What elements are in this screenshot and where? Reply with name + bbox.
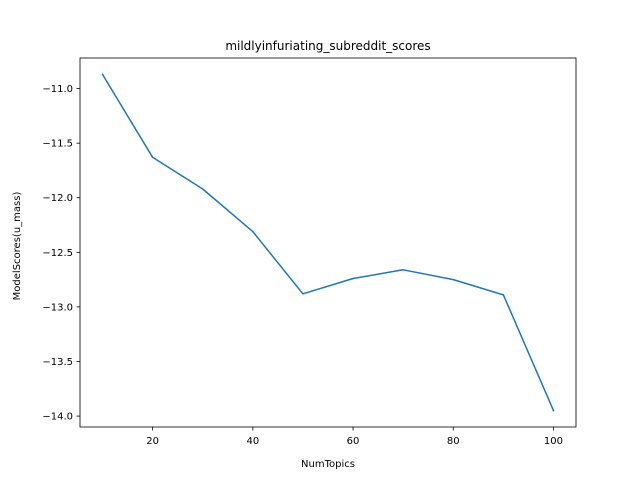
y-tick-label: −14.0 — [42, 412, 73, 423]
data-point — [252, 230, 254, 233]
x-tick-label: 80 — [447, 436, 460, 447]
series-line-1 — [101, 73, 555, 412]
y-tick-label: −12.0 — [42, 193, 73, 204]
data-point — [201, 188, 204, 190]
x-tick-label: 100 — [544, 436, 563, 447]
data-point — [402, 268, 404, 271]
data-point — [151, 156, 154, 159]
x-tick-label: 40 — [246, 436, 259, 447]
y-tick-label: −13.5 — [42, 357, 73, 368]
y-tick-label: −11.0 — [42, 84, 73, 95]
y-tick-label: −13.0 — [42, 302, 73, 313]
x-axis-label: NumTopics — [301, 459, 355, 470]
y-axis-label: ModelScores(u_mass) — [12, 192, 23, 301]
series-layer — [101, 73, 555, 412]
chart-title: mildlyinfuriating_subreddit_scores — [225, 39, 430, 53]
x-tick-label: 60 — [347, 436, 360, 447]
data-point — [352, 277, 354, 280]
data-point — [302, 293, 304, 295]
data-point — [452, 278, 455, 281]
plot-frame — [79, 57, 577, 428]
ticks-layer: 20 40 60 80 100 −11.0 −11.5 −12.0 −12.5 −13.0 −13.… — [42, 84, 563, 447]
y-tick-label: −12.5 — [42, 248, 73, 259]
data-point — [552, 409, 555, 412]
data-point — [502, 294, 505, 296]
y-tick-label: −11.5 — [42, 139, 73, 150]
x-tick-label: 20 — [146, 436, 159, 447]
data-point — [101, 73, 104, 76]
